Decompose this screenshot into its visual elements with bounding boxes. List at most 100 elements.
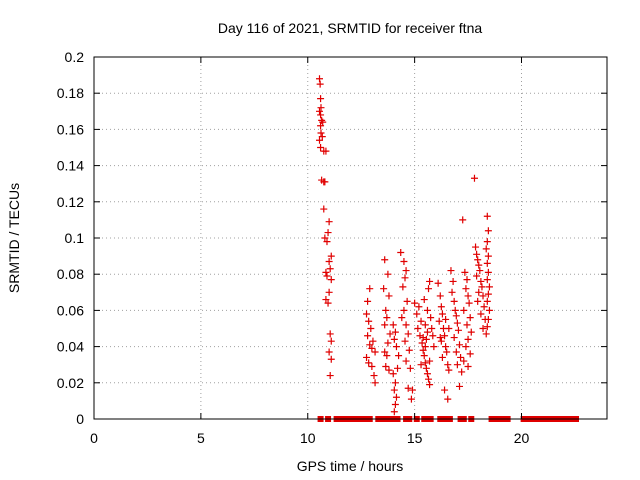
data-point: [326, 330, 334, 338]
data-point: [317, 122, 325, 130]
data-point: [475, 261, 483, 269]
data-point: [435, 317, 443, 325]
y-tick-label: 0.18: [57, 85, 84, 101]
data-point: [324, 299, 332, 307]
data-point: [436, 292, 444, 300]
data-point: [483, 276, 491, 284]
data-point: [391, 328, 399, 336]
data-point: [405, 346, 413, 354]
data-point: [317, 104, 325, 112]
data-point: [364, 332, 372, 340]
data-point: [473, 272, 481, 280]
data-point: [317, 144, 325, 151]
data-point: [425, 285, 433, 293]
data-point: [484, 290, 492, 298]
grid-lines: [94, 57, 607, 419]
y-tick-label: 0.2: [65, 49, 85, 65]
data-point: [462, 285, 470, 293]
data-point: [318, 116, 326, 124]
data-point: [390, 386, 398, 394]
data-point: [450, 297, 458, 305]
data-point: [419, 334, 427, 342]
data-point: [418, 339, 426, 347]
data-point: [477, 310, 485, 318]
data-point: [447, 267, 455, 275]
data-point: [426, 277, 434, 285]
data-point: [443, 348, 451, 356]
data-point: [414, 325, 422, 332]
data-point: [483, 212, 491, 220]
data-point: [402, 321, 410, 329]
data-point: [366, 285, 374, 293]
data-point: [399, 283, 407, 291]
data-point: [383, 352, 391, 360]
data-point: [484, 252, 492, 260]
data-point: [317, 129, 325, 137]
data-point: [449, 277, 457, 285]
data-point: [401, 337, 409, 345]
data-point: [478, 283, 486, 291]
data-point: [402, 267, 410, 275]
data-point: [477, 277, 485, 285]
data-point: [464, 335, 472, 343]
data-point: [463, 321, 471, 329]
data-point: [422, 364, 430, 372]
data-point: [325, 288, 333, 296]
data-point: [458, 368, 466, 376]
data-point: [464, 363, 472, 371]
data-point: [363, 310, 371, 318]
data-point: [382, 363, 390, 371]
data-point: [427, 314, 435, 322]
data-point: [398, 314, 406, 322]
data-point: [385, 292, 393, 300]
y-tick-label: 0: [76, 411, 84, 427]
data-point: [483, 297, 491, 305]
data-point: [462, 343, 470, 351]
data-point: [392, 393, 400, 401]
data-point: [442, 343, 450, 351]
data-point: [327, 355, 335, 363]
data-point: [463, 276, 471, 284]
data-point: [321, 234, 329, 242]
data-point: [442, 315, 450, 323]
y-tick-label: 0.14: [57, 158, 84, 174]
data-point: [415, 303, 423, 311]
data-point: [483, 323, 491, 331]
data-point: [371, 348, 379, 356]
data-point: [482, 245, 490, 253]
data-point: [479, 325, 487, 332]
data-point: [384, 270, 392, 278]
data-point: [386, 330, 394, 338]
data-point: [476, 267, 484, 275]
data-point: [466, 350, 474, 358]
data-point: [436, 334, 444, 342]
data-point: [426, 381, 434, 389]
data-point: [382, 306, 390, 314]
y-tick-label: 0.06: [57, 302, 84, 318]
data-point: [411, 299, 419, 307]
data-point: [452, 312, 460, 320]
data-point: [474, 256, 482, 264]
data-point: [430, 343, 438, 351]
data-point: [384, 339, 392, 347]
data-point: [484, 315, 492, 323]
data-point: [390, 335, 398, 343]
data-point: [324, 229, 332, 237]
data-point: [479, 292, 487, 300]
data-point: [429, 332, 437, 340]
data-point: [322, 268, 330, 276]
data-point: [404, 384, 412, 392]
data-point: [417, 317, 425, 325]
data-point: [472, 243, 480, 251]
data-point: [395, 352, 403, 360]
data-point: [421, 343, 429, 351]
data-point: [421, 359, 429, 367]
data-point: [317, 111, 325, 119]
data-point: [325, 218, 333, 226]
data-point: [325, 348, 333, 356]
data-point: [441, 386, 449, 394]
y-tick-label: 0.02: [57, 375, 84, 391]
data-point: [421, 321, 429, 329]
data-point: [369, 337, 377, 345]
